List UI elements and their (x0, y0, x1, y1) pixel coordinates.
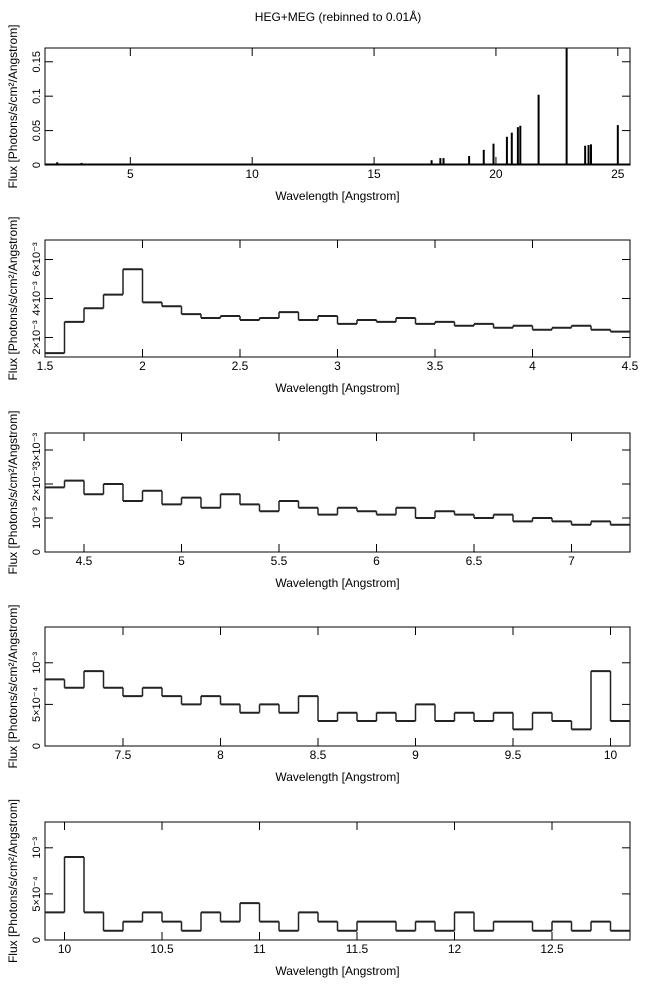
x-tick-label: 4.5 (622, 359, 639, 373)
x-tick-label: 12.5 (540, 942, 564, 956)
x-tick-label: 20 (489, 167, 503, 181)
y-tick-label: 0.1 (31, 89, 43, 104)
x-tick-label: 12 (448, 942, 462, 956)
x-tick-label: 10 (58, 942, 72, 956)
x-axis-label: Wavelength [Angstrom] (275, 770, 399, 784)
x-axis-label: Wavelength [Angstrom] (275, 964, 399, 978)
x-axis-label: Wavelength [Angstrom] (275, 381, 399, 395)
y-tick-label: 5×10⁻⁴ (31, 686, 43, 722)
x-axis-label: Wavelength [Angstrom] (275, 189, 399, 203)
plot-frame (44, 432, 631, 553)
x-tick-label: 1.5 (37, 359, 54, 373)
y-tick-label: 2×10⁻³ (31, 320, 43, 355)
x-tick-label: 3 (334, 359, 341, 373)
y-tick-label: 0 (31, 549, 43, 555)
plot-frame (44, 47, 631, 166)
x-tick-label: 2 (139, 359, 146, 373)
x-tick-label: 10.5 (150, 942, 174, 956)
y-axis-label: Flux [Photons/s/cm²/Angstrom] (6, 24, 20, 188)
x-tick-label: 5.5 (271, 554, 288, 568)
y-tick-label: 0 (31, 937, 43, 943)
plot-frame (44, 626, 631, 747)
x-tick-label: 25 (611, 167, 625, 181)
y-tick-label: 10⁻³ (31, 652, 43, 674)
y-tick-label: 2×10⁻³ (31, 467, 43, 502)
y-tick-label: 5×10⁻⁴ (31, 876, 43, 912)
x-tick-label: 9.5 (505, 748, 522, 762)
x-tick-label: 5 (178, 554, 185, 568)
y-tick-label: 0.15 (31, 51, 43, 72)
y-tick-label: 0 (31, 162, 43, 168)
y-tick-label: 4×10⁻³ (31, 281, 43, 316)
y-axis-label: Flux [Photons/s/cm²/Angstrom] (6, 216, 20, 380)
x-tick-label: 8.5 (310, 748, 327, 762)
x-tick-label: 10 (246, 167, 260, 181)
y-axis-label: Flux [Photons/s/cm²/Angstrom] (6, 410, 20, 574)
x-tick-label: 4.5 (76, 554, 93, 568)
y-tick-label: 10⁻³ (31, 507, 43, 529)
x-tick-label: 6 (373, 554, 380, 568)
y-tick-label: 6×10⁻³ (31, 242, 43, 277)
x-tick-label: 8 (217, 748, 224, 762)
x-tick-label: 9 (412, 748, 419, 762)
x-tick-label: 7 (568, 554, 575, 568)
y-axis-label: Flux [Photons/s/cm²/Angstrom] (6, 799, 20, 963)
y-tick-label: 0.05 (31, 120, 43, 141)
x-tick-label: 15 (367, 167, 381, 181)
plot-frame (44, 821, 631, 941)
y-tick-label: 0 (31, 743, 43, 749)
x-tick-label: 2.5 (232, 359, 249, 373)
x-tick-label: 6.5 (466, 554, 483, 568)
x-tick-label: 3.5 (427, 359, 444, 373)
y-tick-label: 10⁻³ (31, 837, 43, 859)
x-tick-label: 4 (529, 359, 536, 373)
x-tick-label: 10 (604, 748, 618, 762)
x-axis-label: Wavelength [Angstrom] (275, 576, 399, 590)
x-tick-label: 7.5 (115, 748, 132, 762)
y-axis-label: Flux [Photons/s/cm²/Angstrom] (6, 604, 20, 768)
x-tick-label: 11.5 (346, 942, 369, 956)
x-tick-label: 11 (253, 942, 266, 956)
x-tick-label: 5 (127, 167, 134, 181)
y-tick-label: 3×10⁻³ (31, 433, 43, 468)
plot-frame (44, 239, 631, 358)
page-title: HEG+MEG (rebinned to 0.01Å) (255, 9, 421, 24)
